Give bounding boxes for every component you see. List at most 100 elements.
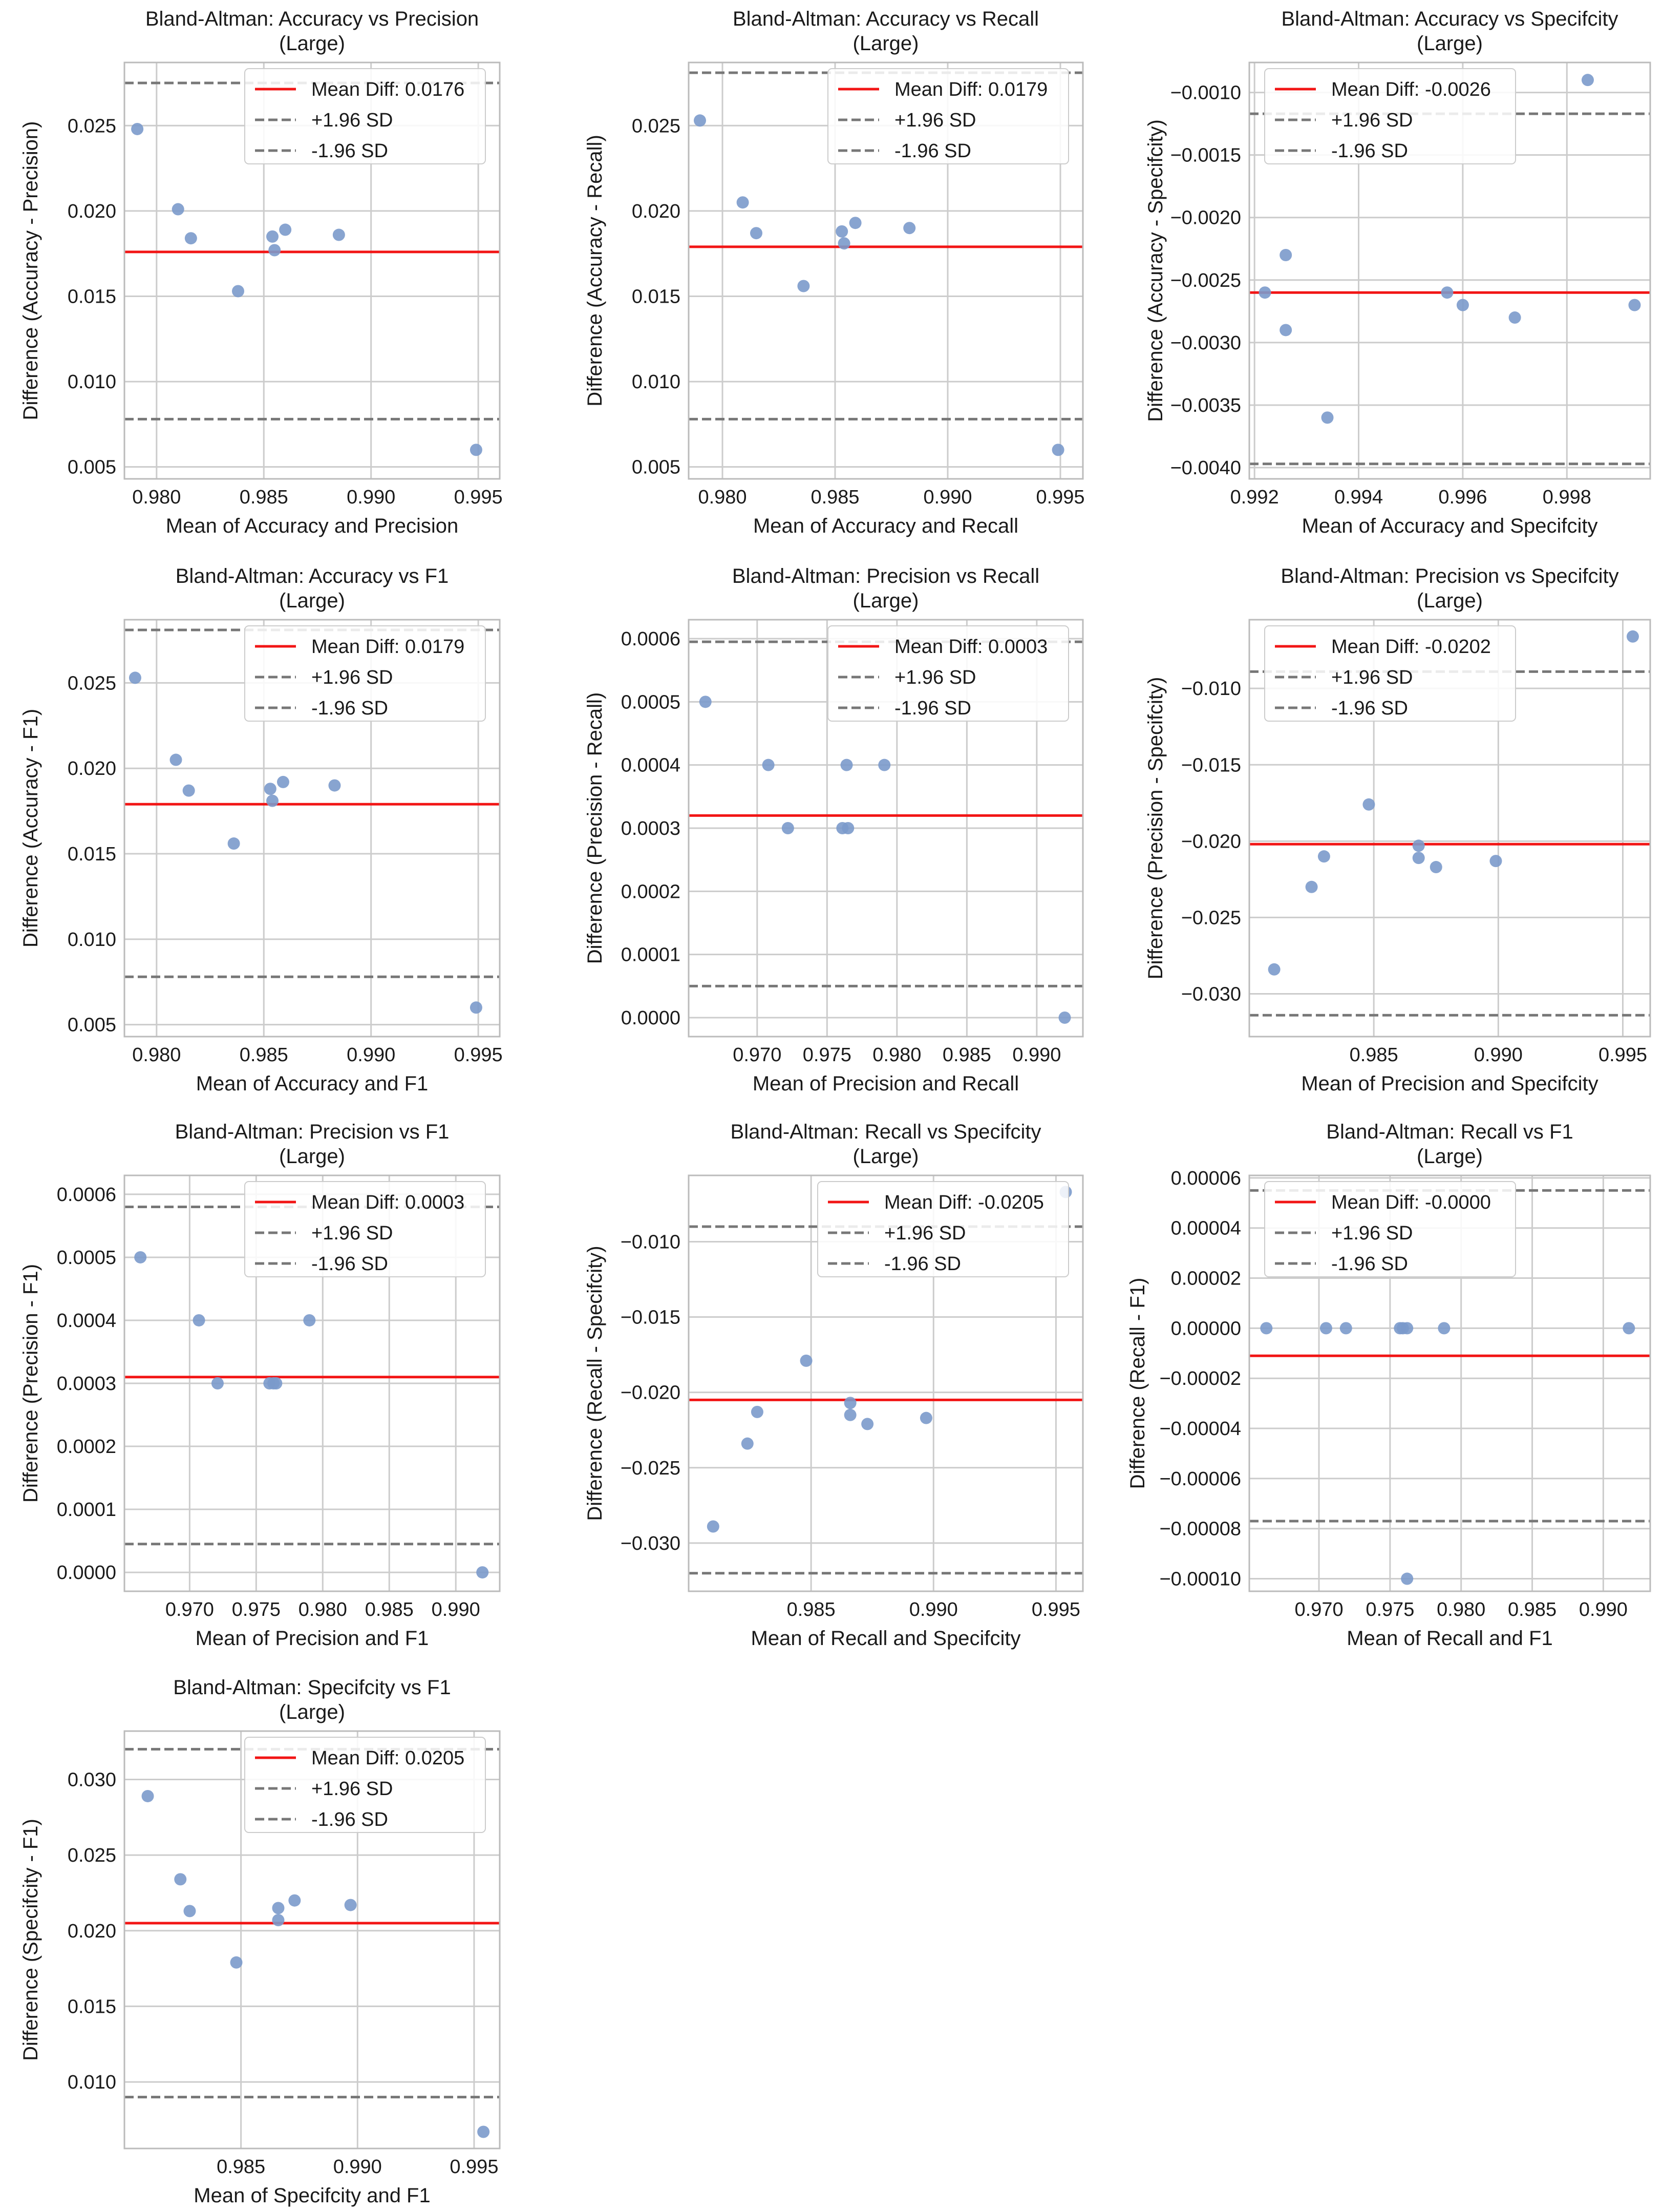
y-axis-label: Difference (Accuracy - Specifcity) bbox=[1144, 119, 1167, 422]
legend-entry: Mean Diff: -0.0202 bbox=[1331, 636, 1491, 658]
data-point bbox=[182, 784, 195, 797]
y-tick-label: 0.0005 bbox=[57, 1247, 116, 1269]
panel-subtitle: (Large) bbox=[853, 589, 919, 612]
data-point bbox=[227, 837, 240, 850]
y-tick-label: −0.020 bbox=[621, 1382, 680, 1404]
plot-frame bbox=[1248, 619, 1651, 1038]
x-axis-label: Mean of Precision and F1 bbox=[196, 1627, 429, 1650]
x-axis-label: Mean of Precision and Recall bbox=[753, 1072, 1019, 1095]
legend: Mean Diff: -0.0000 +1.96 SD -1.96 SD bbox=[1264, 1181, 1516, 1277]
data-point bbox=[1581, 74, 1594, 87]
y-axis-label: Difference (Precision - F1) bbox=[19, 1264, 42, 1503]
legend-entry: Mean Diff: 0.0179 bbox=[311, 636, 464, 658]
panel-subtitle: (Large) bbox=[853, 32, 919, 55]
y-tick-label: −0.00004 bbox=[1159, 1418, 1241, 1440]
x-tick-label: 0.985 bbox=[1508, 1599, 1557, 1620]
x-tick-label: 0.998 bbox=[1543, 487, 1591, 508]
data-point bbox=[141, 1789, 154, 1802]
data-point bbox=[741, 1437, 754, 1450]
x-axis-label: Mean of Recall and Specifcity bbox=[751, 1627, 1021, 1650]
data-point bbox=[169, 753, 182, 766]
data-point bbox=[920, 1412, 932, 1424]
data-point bbox=[288, 1894, 301, 1907]
y-tick-label: 0.005 bbox=[68, 457, 116, 478]
x-axis-label: Mean of Specifcity and F1 bbox=[194, 2184, 430, 2207]
data-point bbox=[1412, 839, 1425, 852]
y-tick-label: 0.0002 bbox=[57, 1436, 116, 1458]
x-tick-label: 0.990 bbox=[432, 1599, 480, 1620]
data-point bbox=[276, 775, 289, 788]
legend: Mean Diff: 0.0003 +1.96 SD -1.96 SD bbox=[827, 625, 1069, 722]
legend-entry: +1.96 SD bbox=[894, 667, 976, 688]
panel-subtitle: (Large) bbox=[279, 1145, 345, 1168]
y-tick-label: 0.00004 bbox=[1171, 1218, 1241, 1239]
y-axis-label: Difference (Specifcity - F1) bbox=[19, 1819, 42, 2061]
y-tick-label: 0.0004 bbox=[57, 1310, 116, 1332]
y-tick-label: −0.00006 bbox=[1159, 1468, 1241, 1490]
legend-box bbox=[1264, 68, 1516, 164]
x-tick-label: 0.985 bbox=[217, 2156, 265, 2178]
data-point bbox=[861, 1418, 874, 1430]
data-point bbox=[838, 237, 850, 250]
legend: Mean Diff: 0.0179 +1.96 SD -1.96 SD bbox=[827, 68, 1069, 164]
y-tick-label: −0.0030 bbox=[1170, 332, 1241, 354]
plot-frame bbox=[1248, 1174, 1651, 1592]
x-tick-label: 0.985 bbox=[1350, 1044, 1398, 1066]
panel-subtitle: (Large) bbox=[1417, 1145, 1483, 1168]
y-tick-label: 0.025 bbox=[68, 115, 116, 137]
legend-entry: -1.96 SD bbox=[1331, 1253, 1408, 1275]
x-tick-label: 0.980 bbox=[132, 487, 181, 508]
data-point bbox=[878, 759, 891, 771]
y-axis-label: Difference (Precision - Specifcity) bbox=[1144, 677, 1167, 980]
legend-entry: Mean Diff: 0.0176 bbox=[311, 79, 464, 100]
data-point bbox=[1260, 1322, 1273, 1335]
data-point bbox=[694, 114, 706, 127]
chart-panel-9: 0.970 0.975 0.980 0.985 0.990 −0.00010 −0.0000… bbox=[1126, 1121, 1651, 1650]
data-point bbox=[797, 280, 810, 292]
y-tick-label: 0.0006 bbox=[621, 628, 680, 650]
x-tick-label: 0.996 bbox=[1438, 487, 1487, 508]
x-tick-label: 0.995 bbox=[454, 1044, 503, 1066]
data-point bbox=[1305, 880, 1318, 893]
y-tick-label: 0.010 bbox=[68, 2072, 116, 2093]
data-point bbox=[1339, 1322, 1352, 1335]
y-tick-label: −0.030 bbox=[1181, 984, 1241, 1005]
panel-subtitle: (Large) bbox=[1417, 589, 1483, 612]
data-point bbox=[1412, 852, 1425, 865]
data-point bbox=[172, 203, 184, 216]
y-tick-label: 0.0005 bbox=[621, 691, 680, 713]
data-point bbox=[184, 232, 197, 245]
data-point bbox=[230, 1956, 243, 1969]
y-tick-label: −0.00008 bbox=[1159, 1519, 1241, 1540]
legend-entry: Mean Diff: 0.0179 bbox=[894, 79, 1048, 100]
legend-entry: -1.96 SD bbox=[894, 698, 971, 719]
y-axis-label: Difference (Accuracy - Recall) bbox=[584, 135, 606, 407]
plot-frame bbox=[688, 1174, 1084, 1592]
y-tick-label: 0.005 bbox=[632, 457, 680, 478]
y-tick-label: 0.015 bbox=[632, 286, 680, 307]
legend-entry: -1.96 SD bbox=[311, 698, 388, 719]
x-tick-label: 0.995 bbox=[454, 487, 503, 508]
y-axis-label: Difference (Recall - F1) bbox=[1126, 1278, 1149, 1489]
legend: Mean Diff: -0.0205 +1.96 SD -1.96 SD bbox=[817, 1181, 1069, 1277]
x-axis-label: Mean of Accuracy and Recall bbox=[753, 515, 1018, 537]
x-tick-label: 0.970 bbox=[165, 1599, 214, 1620]
panel-title: Bland-Altman: Precision vs Recall bbox=[732, 565, 1039, 587]
data-point bbox=[1280, 324, 1292, 336]
x-tick-label: 0.990 bbox=[1579, 1599, 1628, 1620]
data-point bbox=[268, 244, 281, 257]
plot-frame bbox=[688, 61, 1084, 480]
data-point bbox=[1626, 630, 1639, 643]
y-tick-label: 0.015 bbox=[68, 1996, 116, 2017]
y-tick-label: −0.0020 bbox=[1170, 207, 1241, 229]
data-point bbox=[1456, 299, 1469, 311]
legend-box bbox=[827, 68, 1069, 164]
data-point bbox=[699, 696, 712, 708]
legend: Mean Diff: 0.0003 +1.96 SD -1.96 SD bbox=[244, 1181, 486, 1277]
data-point bbox=[1401, 1572, 1414, 1585]
legend-entry: +1.96 SD bbox=[311, 110, 393, 131]
legend: Mean Diff: 0.0179 +1.96 SD -1.96 SD bbox=[244, 625, 486, 722]
x-tick-label: 0.985 bbox=[365, 1599, 414, 1620]
legend-entry: -1.96 SD bbox=[311, 1253, 388, 1275]
legend-entry: +1.96 SD bbox=[311, 1778, 393, 1800]
